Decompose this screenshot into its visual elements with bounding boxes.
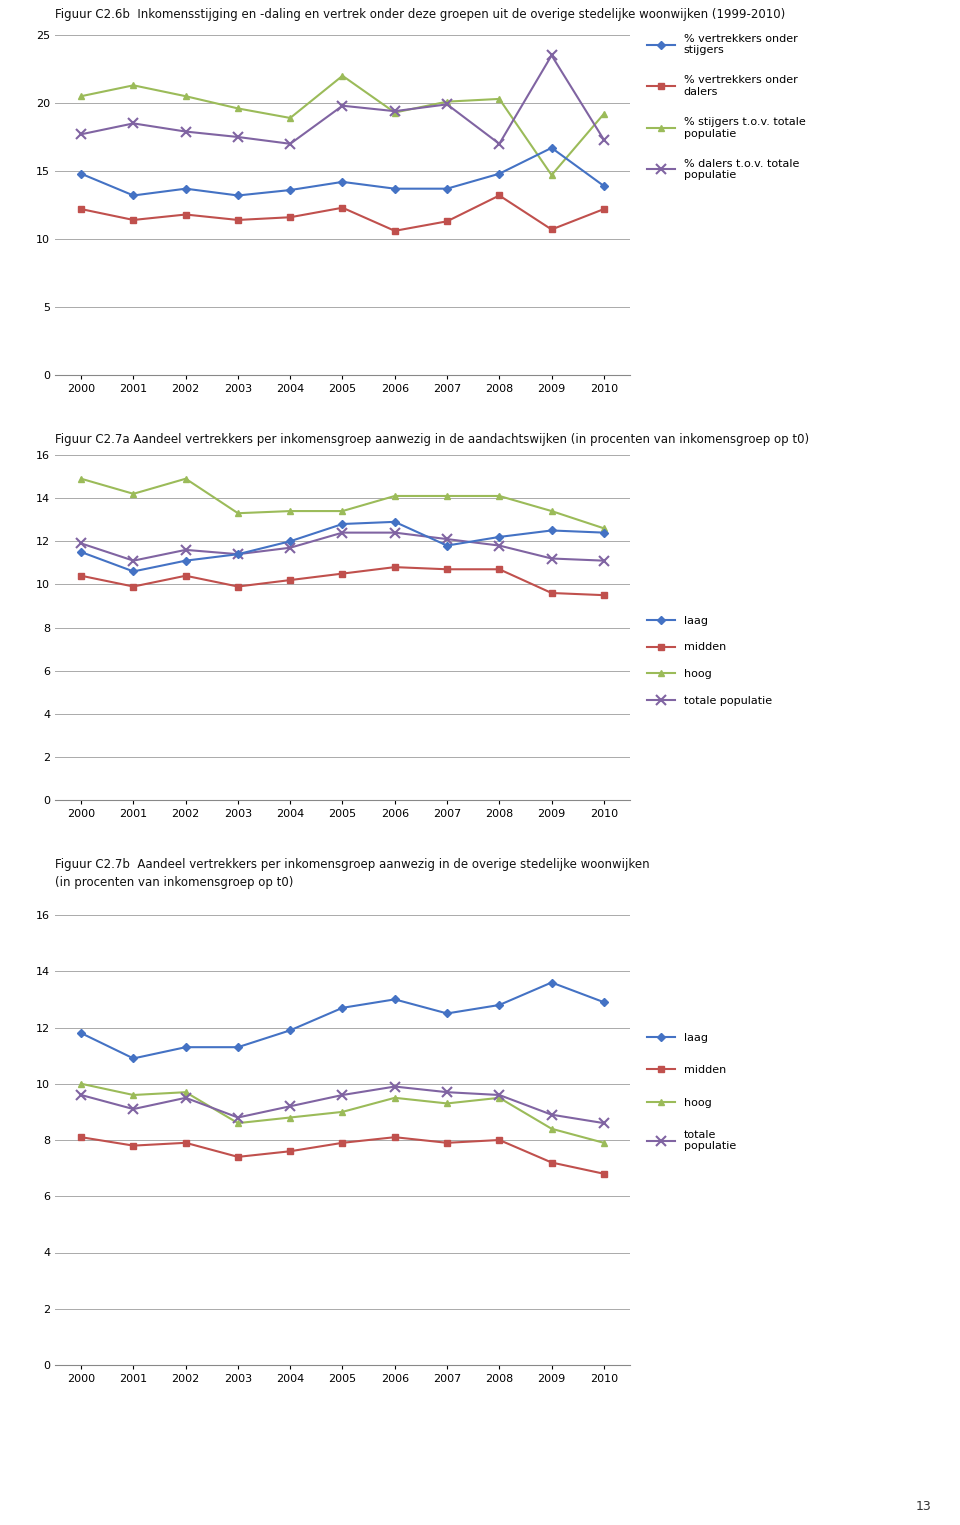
Legend: laag, midden, hoog, totale populatie: laag, midden, hoog, totale populatie — [647, 616, 772, 706]
Text: Figuur C2.7b  Aandeel vertrekkers per inkomensgroep aanwezig in de overige stede: Figuur C2.7b Aandeel vertrekkers per ink… — [55, 859, 650, 871]
Text: 13: 13 — [916, 1499, 931, 1513]
Text: (in procenten van inkomensgroep op t0): (in procenten van inkomensgroep op t0) — [55, 875, 294, 889]
Legend: laag, midden, hoog, totale
populatie: laag, midden, hoog, totale populatie — [647, 1032, 736, 1151]
Legend: % vertrekkers onder
stijgers, % vertrekkers onder
dalers, % stijgers t.o.v. tota: % vertrekkers onder stijgers, % vertrekk… — [647, 34, 805, 180]
Text: Figuur C2.7a Aandeel vertrekkers per inkomensgroep aanwezig in de aandachtswijke: Figuur C2.7a Aandeel vertrekkers per ink… — [55, 433, 809, 445]
Text: Figuur C2.6b  Inkomensstijging en -daling en vertrek onder deze groepen uit de o: Figuur C2.6b Inkomensstijging en -daling… — [55, 8, 785, 21]
